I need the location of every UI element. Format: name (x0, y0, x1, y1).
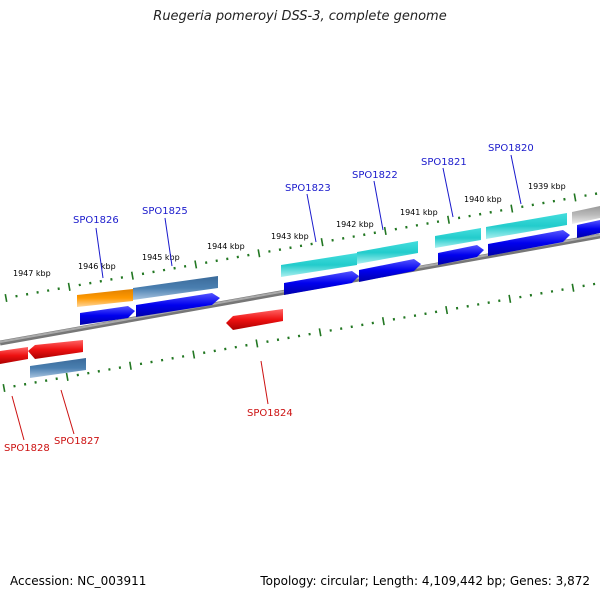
cog-track (77, 206, 600, 307)
minor-tick (162, 268, 166, 272)
kbp-label: 1943 kbp (271, 232, 309, 241)
major-tick (4, 293, 8, 303)
reverse-gene-track (0, 309, 283, 378)
gene-arrow-spo1826[interactable] (80, 306, 135, 325)
kbp-tick-track (4, 192, 598, 303)
minor-tick (594, 192, 598, 196)
major-tick (383, 226, 387, 236)
gene-arrow-spo1825[interactable] (136, 293, 220, 317)
minor-tick (519, 295, 522, 299)
major-tick (129, 361, 132, 370)
kbp-label: 1941 kbp (400, 208, 438, 217)
major-tick (447, 215, 450, 224)
major-tick (194, 260, 198, 269)
cog-bar-grey (572, 206, 600, 224)
gene-arrow-spo1823[interactable] (284, 271, 359, 295)
minor-tick (46, 289, 50, 292)
major-tick (255, 339, 259, 348)
major-tick (320, 238, 324, 247)
gene-arrow-spo1824[interactable] (226, 309, 283, 330)
minor-tick (478, 212, 482, 216)
forward-gene-track (80, 220, 600, 325)
major-tick (257, 249, 261, 258)
footer-accession: Accession: NC_003911 (10, 574, 147, 588)
minor-tick (213, 349, 216, 353)
gene-label-spo1823[interactable]: SPO1823 (285, 183, 331, 194)
gene-label-spo1826[interactable]: SPO1826 (73, 215, 119, 226)
minor-tick (350, 325, 353, 329)
cog-bar-steelblue (133, 276, 218, 300)
major-tick (130, 271, 134, 280)
gene-arrow-spo1827[interactable] (28, 340, 83, 359)
footer-topology: Topology: circular; Length: 4,109,442 bp… (260, 574, 590, 588)
gene-label-spo1822[interactable]: SPO1822 (352, 170, 398, 181)
cog-bar-cyan (486, 213, 567, 239)
kbp-label: 1946 kbp (78, 262, 116, 271)
minor-tick (247, 253, 250, 257)
cog-bar-orange (77, 289, 133, 307)
gene-leader-lines (11, 154, 522, 441)
major-tick (571, 283, 575, 292)
major-tick (2, 383, 6, 393)
gene-label-spo1821[interactable]: SPO1821 (421, 157, 467, 168)
reverse-tick-track (2, 282, 596, 393)
kbp-labels: 1947 kbp 1946 kbp 1945 kbp 1944 kbp 1943… (13, 182, 566, 278)
major-tick (65, 372, 69, 381)
page-title: Ruegeria pomeroyi DSS-3, complete genome (153, 9, 447, 24)
gene-label-spo1828[interactable]: SPO1828 (4, 443, 50, 454)
gene-arrow-spo1821[interactable] (438, 245, 484, 265)
gene-label-spo1824[interactable]: SPO1824 (247, 408, 293, 419)
cog-bar-cyan (435, 228, 481, 248)
gene-label-spo1827[interactable]: SPO1827 (54, 436, 100, 447)
gene-arrow-spo1828[interactable] (0, 347, 28, 364)
minor-tick (363, 233, 366, 237)
cog-bar-cyan (281, 253, 357, 277)
gene-labels: SPO1826 SPO1825 SPO1823 SPO1822 SPO1821 … (4, 143, 534, 454)
minor-tick (563, 197, 566, 201)
gene-arrow-partial[interactable] (577, 220, 600, 238)
major-tick (573, 193, 577, 202)
kbp-label: 1945 kbp (142, 253, 180, 262)
kbp-label: 1947 kbp (13, 269, 51, 278)
major-tick (192, 350, 196, 359)
kbp-label: 1939 kbp (528, 182, 566, 191)
minor-tick (434, 310, 438, 314)
minor-tick (266, 340, 269, 344)
minor-tick (44, 379, 48, 383)
major-tick (510, 204, 514, 213)
minor-tick (297, 334, 301, 338)
minor-tick (278, 248, 282, 252)
cog-bar-steelblue-reverse (30, 358, 86, 378)
major-tick (445, 305, 449, 315)
kbp-label: 1940 kbp (464, 195, 502, 204)
minor-tick (394, 227, 398, 231)
cog-bar-cyan (357, 241, 418, 264)
kbp-label: 1942 kbp (336, 220, 374, 229)
gene-arrow-spo1820[interactable] (488, 230, 570, 256)
gene-label-spo1825[interactable]: SPO1825 (142, 206, 188, 217)
major-tick (67, 282, 71, 291)
minor-tick (78, 283, 81, 287)
gene-arrow-spo1822[interactable] (359, 259, 421, 282)
gene-label-spo1820[interactable]: SPO1820 (488, 143, 534, 154)
kbp-label: 1944 kbp (207, 242, 245, 251)
major-tick (381, 317, 385, 326)
major-tick (318, 328, 322, 337)
major-tick (508, 294, 512, 303)
